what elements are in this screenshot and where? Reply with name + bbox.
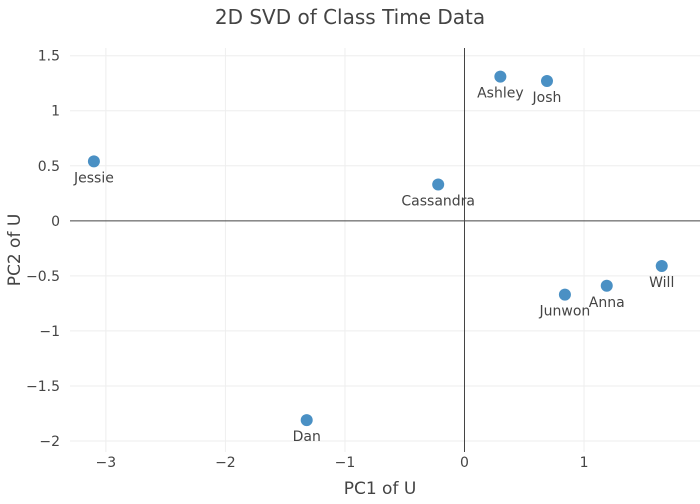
y-tick-label: −1.5: [26, 379, 60, 395]
x-tick-label: −2: [215, 455, 236, 471]
data-point-marker: [558, 288, 571, 301]
data-point-marker: [494, 70, 507, 83]
zero-lines: [70, 48, 700, 452]
data-point-marker: [87, 155, 100, 168]
y-tick-label: −0.5: [26, 269, 60, 285]
data-point-label: Will: [649, 275, 674, 291]
y-tick-label: −1: [39, 324, 60, 340]
data-point-marker: [300, 414, 313, 427]
y-axis-title: PC2 of U: [5, 214, 25, 287]
data-point-marker: [655, 259, 668, 272]
grid-layer: [70, 48, 700, 452]
data-point-label: Anna: [589, 295, 625, 311]
y-tick-label: −2: [39, 434, 60, 450]
data-point-label: Jessie: [73, 170, 114, 186]
data-point-label: Ashley: [477, 86, 524, 102]
y-tick-label: 0.5: [38, 159, 60, 175]
data-point-marker: [540, 75, 553, 88]
x-tick-label: 1: [580, 455, 589, 471]
data-point-label: Josh: [532, 90, 562, 106]
data-point-label: Junwon: [539, 304, 591, 320]
x-tick-label: −3: [96, 455, 117, 471]
y-tick-label: 1.5: [38, 49, 60, 65]
x-axis-title: PC1 of U: [344, 479, 417, 499]
tick-labels: −3 −2 −1 0 1 −2 −1.5 −1 −0.5 0 0.5 1 1.5: [26, 49, 589, 471]
y-tick-label: 1: [51, 104, 60, 120]
data-point-label: Dan: [293, 429, 321, 445]
chart-title: 2D SVD of Class Time Data: [215, 5, 485, 29]
data-point-marker: [600, 279, 613, 292]
data-point-label: Cassandra: [401, 194, 475, 210]
x-tick-label: 0: [460, 455, 469, 471]
y-tick-label: 0: [51, 214, 60, 230]
data-point-marker: [432, 178, 445, 191]
x-tick-label: −1: [335, 455, 356, 471]
